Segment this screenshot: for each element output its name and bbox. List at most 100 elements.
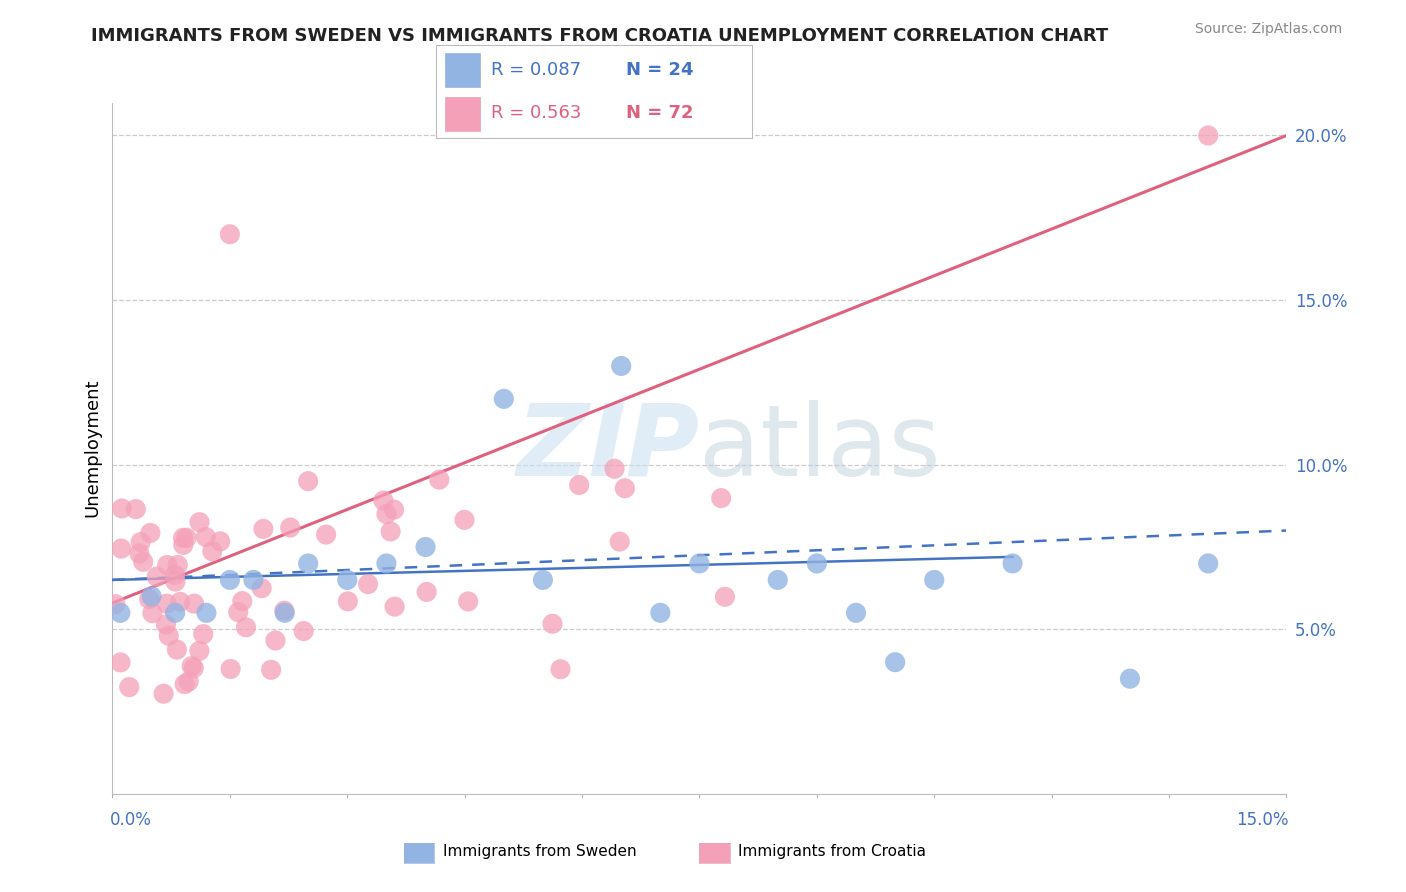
Point [373,493,395,508]
Point [922,573,945,587]
Point [610,359,633,373]
Point [128,546,150,560]
Point [1001,557,1024,571]
Point [176,531,198,545]
Point [218,227,242,242]
Point [273,606,295,620]
FancyBboxPatch shape [446,53,481,87]
Point [278,520,301,534]
Point [110,606,132,620]
Point [188,515,211,529]
Point [209,534,232,549]
Point [382,502,405,516]
Point [138,592,160,607]
Point [201,544,224,558]
Point [541,616,564,631]
Point [492,392,515,406]
Point [183,597,205,611]
Text: 15.0%: 15.0% [1236,811,1289,830]
Point [173,677,195,691]
Point [129,535,152,549]
Point [457,594,479,608]
Point [152,687,174,701]
Point [193,627,215,641]
Point [806,557,828,571]
Text: N = 24: N = 24 [626,61,693,78]
Point [155,617,177,632]
Point [603,462,626,476]
FancyBboxPatch shape [446,97,481,131]
Point [384,599,406,614]
Point [139,525,162,540]
Point [292,624,315,638]
Point [315,527,337,541]
Point [688,557,710,571]
Text: R = 0.087: R = 0.087 [491,61,581,78]
Point [219,662,242,676]
Point [531,573,554,587]
Text: N = 72: N = 72 [626,104,693,122]
Point [1119,672,1142,686]
Point [427,473,450,487]
Point [1197,128,1219,143]
Point [252,522,274,536]
Point [172,538,194,552]
Point [297,474,319,488]
Point [194,530,217,544]
Point [226,605,249,619]
Point [145,569,167,583]
Point [884,655,907,669]
Point [714,590,737,604]
Point [166,642,188,657]
Point [235,620,257,634]
Point [375,557,398,571]
Point [132,555,155,569]
Point [165,606,187,620]
Point [357,577,380,591]
Point [110,656,132,670]
Point [415,585,437,599]
Point [183,661,205,675]
Point [165,574,187,589]
Point [845,606,868,620]
Point [242,573,264,587]
Point [104,597,127,611]
Point [125,502,148,516]
Point [195,606,218,620]
Point [231,594,253,608]
Point [169,595,191,609]
Point [375,507,398,521]
Point [156,597,179,611]
Point [172,531,194,545]
Text: Immigrants from Sweden: Immigrants from Sweden [443,845,637,859]
Point [609,534,631,549]
Point [264,633,287,648]
Point [766,573,789,587]
Point [613,481,636,495]
Text: R = 0.563: R = 0.563 [491,104,582,122]
Text: ZIP: ZIP [516,400,699,497]
Point [250,581,273,595]
Text: Source: ZipAtlas.com: Source: ZipAtlas.com [1195,22,1343,37]
Point [550,662,572,676]
Point [218,573,242,587]
Point [156,558,179,572]
Point [336,594,359,608]
Point [111,501,134,516]
Point [260,663,283,677]
Text: 0.0%: 0.0% [110,811,152,830]
Point [180,659,202,673]
Point [141,606,163,620]
Point [188,644,211,658]
Point [157,629,180,643]
Point [336,573,359,587]
Point [453,513,475,527]
Text: atlas: atlas [699,400,941,497]
Point [141,590,163,604]
Point [118,680,141,694]
Point [650,606,672,620]
Text: IMMIGRANTS FROM SWEDEN VS IMMIGRANTS FROM CROATIA UNEMPLOYMENT CORRELATION CHART: IMMIGRANTS FROM SWEDEN VS IMMIGRANTS FRO… [91,27,1109,45]
Point [380,524,402,539]
Point [415,540,437,554]
Point [273,604,295,618]
